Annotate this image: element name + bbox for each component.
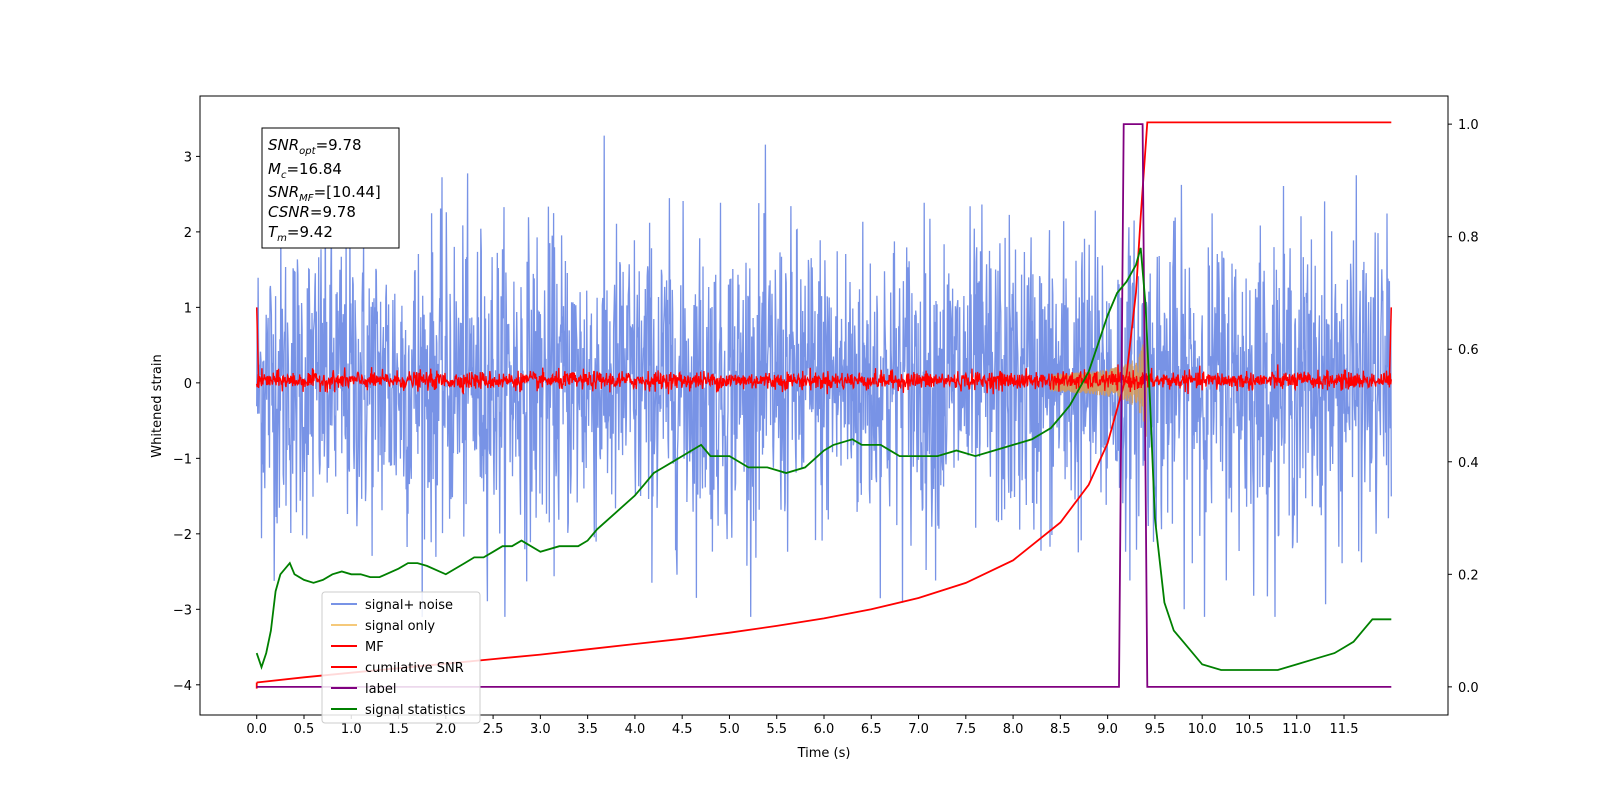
legend-label-label: label [365,682,396,697]
series-label [256,123,1392,688]
series-mf-end-spike [1388,307,1393,383]
y-left-tick-label: −1 [173,452,192,467]
y-right-tick-label: 1.0 [1458,118,1479,133]
x-tick-label: 6.0 [814,722,835,737]
legend-label-signal-only: signal only [365,619,435,634]
series-mf-start-spike [255,307,260,383]
annotation-mc-sub: c [281,170,287,181]
annotation-snr-opt-value: =9.78 [316,136,362,154]
annotation-box: SNRopt=9.78 Mc=16.84 SNRMF=[10.44] CSNR=… [261,127,400,249]
x-tick-label: 9.5 [1145,722,1166,737]
x-tick-label: 7.0 [908,722,929,737]
annotation-mc-base: M [268,160,281,178]
annotation-snr-mf-base: SNR [268,183,299,201]
y-left-tick-label: −4 [173,679,192,694]
x-tick-label: 7.5 [955,722,976,737]
series-signal-noise [256,135,1392,617]
y-right-tick-label: 0.0 [1458,681,1479,696]
annotation-snr-mf: SNRMF=[10.44] [268,183,381,204]
legend-label-cumilative-snr: cumilative SNR [365,661,464,676]
x-tick-label: 2.0 [435,722,456,737]
legend-label-signal-noise: signal+ noise [365,598,453,613]
y-right-tick-label: 0.2 [1458,568,1479,583]
x-tick-label: 9.0 [1097,722,1118,737]
annotation-tm-value: =9.42 [287,223,333,241]
annotation-snr-opt-base: SNR [268,136,299,154]
y-right-tick-label: 0.4 [1458,456,1479,471]
series-signal-statistics [255,247,1392,671]
y-left-tick-label: 3 [184,150,192,165]
x-tick-label: 8.5 [1050,722,1071,737]
x-tick-label: 4.5 [672,722,693,737]
legend-frame [321,591,481,724]
x-tick-label: 11.5 [1330,722,1359,737]
x-tick-label: 5.0 [719,722,740,737]
x-tick-label: 3.0 [530,722,551,737]
y-right-tick-label: 0.6 [1458,343,1479,358]
x-tick-label: 1.0 [341,722,362,737]
annotation-csnr-value: =9.78 [310,203,356,221]
series-mf [256,364,1392,395]
x-tick-label: 6.5 [861,722,882,737]
y-left-tick-label: 2 [184,226,192,241]
legend-label-mf: MF [365,640,384,655]
x-tick-label: 0.0 [246,722,267,737]
x-axis-label: Time (s) [797,746,851,761]
annotation-snr-opt: SNRopt=9.78 [268,136,362,157]
x-tick-label: 3.5 [577,722,598,737]
annotation-csnr: CSNR=9.78 [268,203,356,221]
y-left-tick-label: 1 [184,301,192,316]
x-tick-label: 10.0 [1188,722,1217,737]
y-left-tick-label: 0 [184,377,192,392]
x-tick-label: 5.5 [766,722,787,737]
y-right-tick-label: 0.8 [1458,231,1479,246]
ticks-layer: 0.0 0.5 1.0 1.5 2.0 2.5 3.0 3.5 4.0 4.5 5.0 5.5 6.0 6… [173,118,1479,737]
annotation-mc-value: =16.84 [286,160,342,178]
x-tick-label: 10.5 [1235,722,1264,737]
annotation-csnr-base: CSNR [268,203,310,221]
y-left-tick-label: −3 [173,603,192,618]
x-tick-label: 11.0 [1282,722,1311,737]
legend: signal+ noise signal only MF cumilative … [321,591,481,724]
annotation-mc: Mc=16.84 [268,160,342,181]
annotation-tm-base: T [268,223,279,241]
annotation-tm-sub: m [277,233,287,244]
y-axis-label: Whitened strain [150,354,165,457]
x-tick-label: 8.0 [1003,722,1024,737]
x-tick-label: 0.5 [294,722,315,737]
x-tick-label: 1.5 [388,722,409,737]
annotation-snr-opt-sub: opt [299,146,316,157]
x-tick-label: 4.0 [625,722,646,737]
annotation-snr-mf-sub: MF [299,193,314,204]
annotation-snr-mf-value: =[10.44] [314,183,381,201]
legend-label-signal-statistics: signal statistics [365,703,466,718]
annotation-tm: Tm=9.42 [268,223,333,244]
annotation-frame [261,127,400,249]
y-left-tick-label: −2 [173,528,192,543]
x-tick-label: 2.5 [483,722,504,737]
